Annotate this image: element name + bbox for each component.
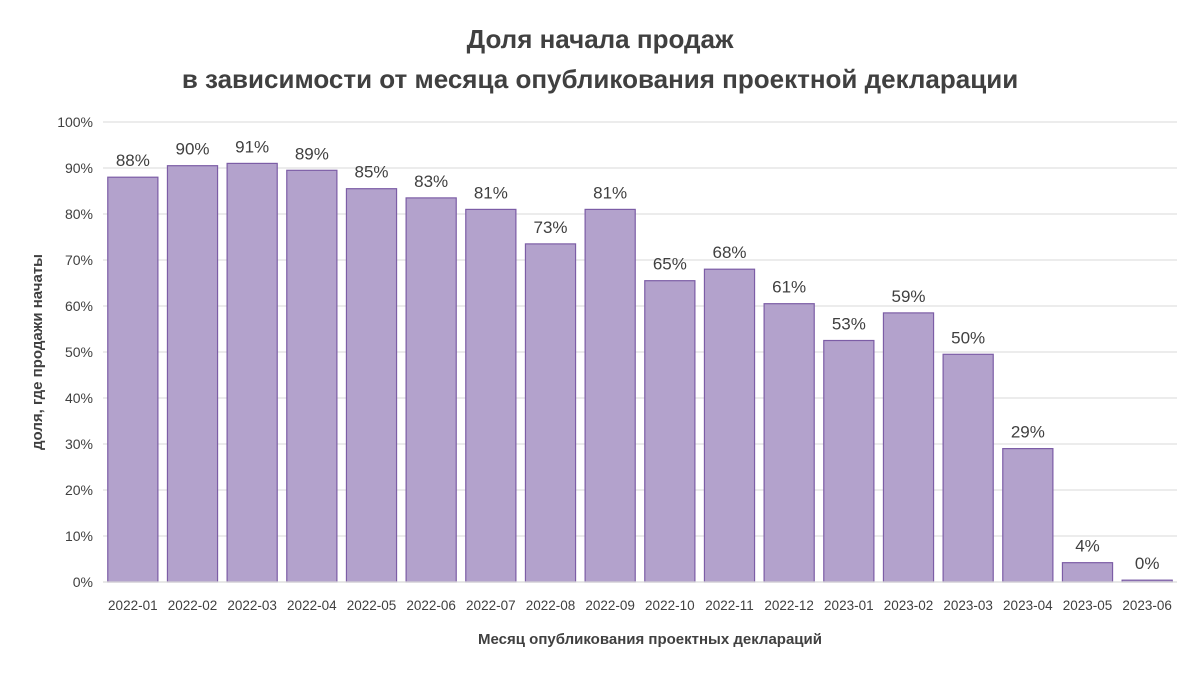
y-tick-label: 50% xyxy=(65,344,93,360)
x-tick-label: 2023-06 xyxy=(1122,598,1172,613)
chart-title-line-1: Доля начала продаж xyxy=(466,24,734,54)
x-tick-label: 2023-01 xyxy=(824,598,874,613)
x-tick-label: 2023-05 xyxy=(1063,598,1113,613)
bar xyxy=(703,268,756,583)
data-label: 0% xyxy=(1135,554,1160,573)
x-tick-label: 2022-01 xyxy=(108,598,158,613)
x-tick-label: 2022-09 xyxy=(585,598,635,613)
data-label: 4% xyxy=(1075,537,1100,556)
x-tick-label: 2022-08 xyxy=(526,598,576,613)
data-label: 81% xyxy=(593,183,627,202)
bar xyxy=(763,303,815,583)
y-tick-label: 30% xyxy=(65,436,93,452)
data-label: 73% xyxy=(533,218,567,237)
y-tick-label: 60% xyxy=(65,298,93,314)
data-label: 50% xyxy=(951,328,985,347)
data-label: 81% xyxy=(474,183,508,202)
bar xyxy=(1061,562,1114,583)
bar xyxy=(166,165,219,583)
bar xyxy=(524,243,577,583)
x-tick-label: 2022-04 xyxy=(287,598,337,613)
y-tick-label: 70% xyxy=(65,252,93,268)
bar xyxy=(465,208,517,583)
x-tick-label: 2022-07 xyxy=(466,598,516,613)
x-tick-label: 2022-02 xyxy=(168,598,218,613)
y-tick-label: 40% xyxy=(65,390,93,406)
y-tick-label: 20% xyxy=(65,482,93,498)
x-tick-label: 2023-03 xyxy=(943,598,993,613)
data-label: 65% xyxy=(653,255,687,274)
x-tick-label: 2022-03 xyxy=(227,598,277,613)
x-tick-label: 2022-11 xyxy=(705,598,754,613)
data-label: 68% xyxy=(712,243,746,262)
data-label: 89% xyxy=(295,144,329,163)
x-tick-label: 2023-02 xyxy=(884,598,934,613)
bar xyxy=(644,280,696,583)
bar xyxy=(942,353,994,583)
y-tick-label: 90% xyxy=(65,160,93,176)
bar xyxy=(1002,448,1054,583)
bar xyxy=(405,197,457,583)
bar xyxy=(823,339,875,583)
data-label: 91% xyxy=(235,137,269,156)
x-tick-label: 2022-06 xyxy=(406,598,456,613)
data-label: 90% xyxy=(175,140,209,159)
data-label: 53% xyxy=(832,315,866,334)
chart-title-line-2: в зависимости от месяца опубликования пр… xyxy=(181,64,1019,94)
bar xyxy=(286,169,338,583)
data-label: 61% xyxy=(772,278,806,297)
y-tick-label: 10% xyxy=(65,528,93,544)
y-tick-label: 100% xyxy=(57,114,93,130)
bar xyxy=(345,188,398,583)
y-tick-label: 80% xyxy=(65,206,93,222)
x-tick-label: 2022-10 xyxy=(645,598,695,613)
x-tick-label: 2023-04 xyxy=(1003,598,1053,613)
data-label: 83% xyxy=(414,172,448,191)
bar xyxy=(107,176,159,583)
y-axis-title: доля, где продажи начаты xyxy=(29,254,46,450)
bar xyxy=(226,162,278,583)
data-label: 88% xyxy=(116,151,150,170)
data-label: 85% xyxy=(354,163,388,182)
bar xyxy=(584,208,636,583)
y-tick-label: 0% xyxy=(73,574,93,590)
x-tick-label: 2022-12 xyxy=(764,598,814,613)
data-label: 29% xyxy=(1011,423,1045,442)
bar xyxy=(882,312,935,583)
data-label: 59% xyxy=(891,287,925,306)
x-tick-label: 2022-05 xyxy=(347,598,397,613)
x-axis-title: Месяц опубликования проектных деклараций xyxy=(478,631,822,648)
